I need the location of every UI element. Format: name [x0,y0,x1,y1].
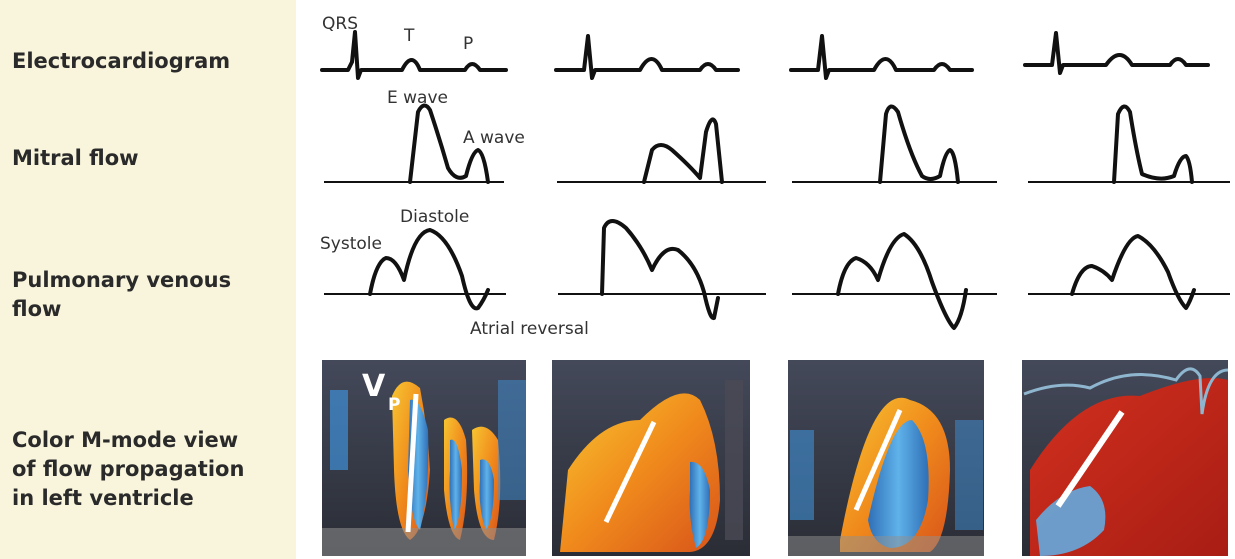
row-label-mitral-flow: Mitral flow [12,146,139,170]
diastole-label: Diastole [400,207,469,227]
ecg-trace-2 [554,34,740,80]
qrs-label: QRS [322,14,358,34]
row-label-panel: Electrocardiogram Mitral flow Pulmonary … [0,0,296,559]
mitral-flow-row: E wave A wave [324,88,1230,184]
m-mode-row: V P [322,360,1229,556]
row-label-color-m-mode: Color M-mode view of flow propagation in… [12,428,245,510]
m-mode-panel-1: V P [322,360,526,556]
vp-subscript: P [388,395,400,415]
row-label-electrocardiogram: Electrocardiogram [12,49,231,73]
velocity-line-1 [405,393,419,533]
systole-label: Systole [320,234,382,254]
mitral-trace-3 [878,104,960,184]
pulmonary-trace-3 [836,232,968,330]
p-wave-label: P [463,34,473,54]
row-label-pulmonary-venous-flow: Pulmonary venous flow [12,268,232,321]
ecg-trace-4 [1023,31,1210,75]
mitral-trace-4 [1112,104,1194,184]
vp-label: V [362,369,386,404]
ecg-trace-3 [789,34,974,80]
ecg-row: QRS T P [320,14,1210,80]
m-mode-panel-4 [1022,360,1229,556]
velocity-line-2 [603,420,657,524]
pulmonary-trace-2 [600,219,720,321]
e-wave-label: E wave [387,88,448,108]
mitral-trace-2 [642,117,724,184]
a-wave-label: A wave [463,128,525,148]
mitral-trace-1 [408,103,490,184]
diagram-canvas: QRS T P E wave A wave Diastole Systole A… [320,14,1230,556]
velocity-line-3 [853,408,903,512]
pulmonary-trace-1 [368,228,490,311]
m-mode-panel-2 [552,360,750,556]
pulmonary-trace-4 [1070,234,1196,310]
pulmonary-venous-flow-row: Diastole Systole Atrial reversal [320,207,1230,339]
ecg-trace-1 [320,30,508,80]
velocity-line-4 [1055,410,1125,508]
atrial-reversal-label: Atrial reversal [470,319,589,339]
t-wave-label: T [403,26,415,46]
m-mode-panel-3 [788,360,984,556]
